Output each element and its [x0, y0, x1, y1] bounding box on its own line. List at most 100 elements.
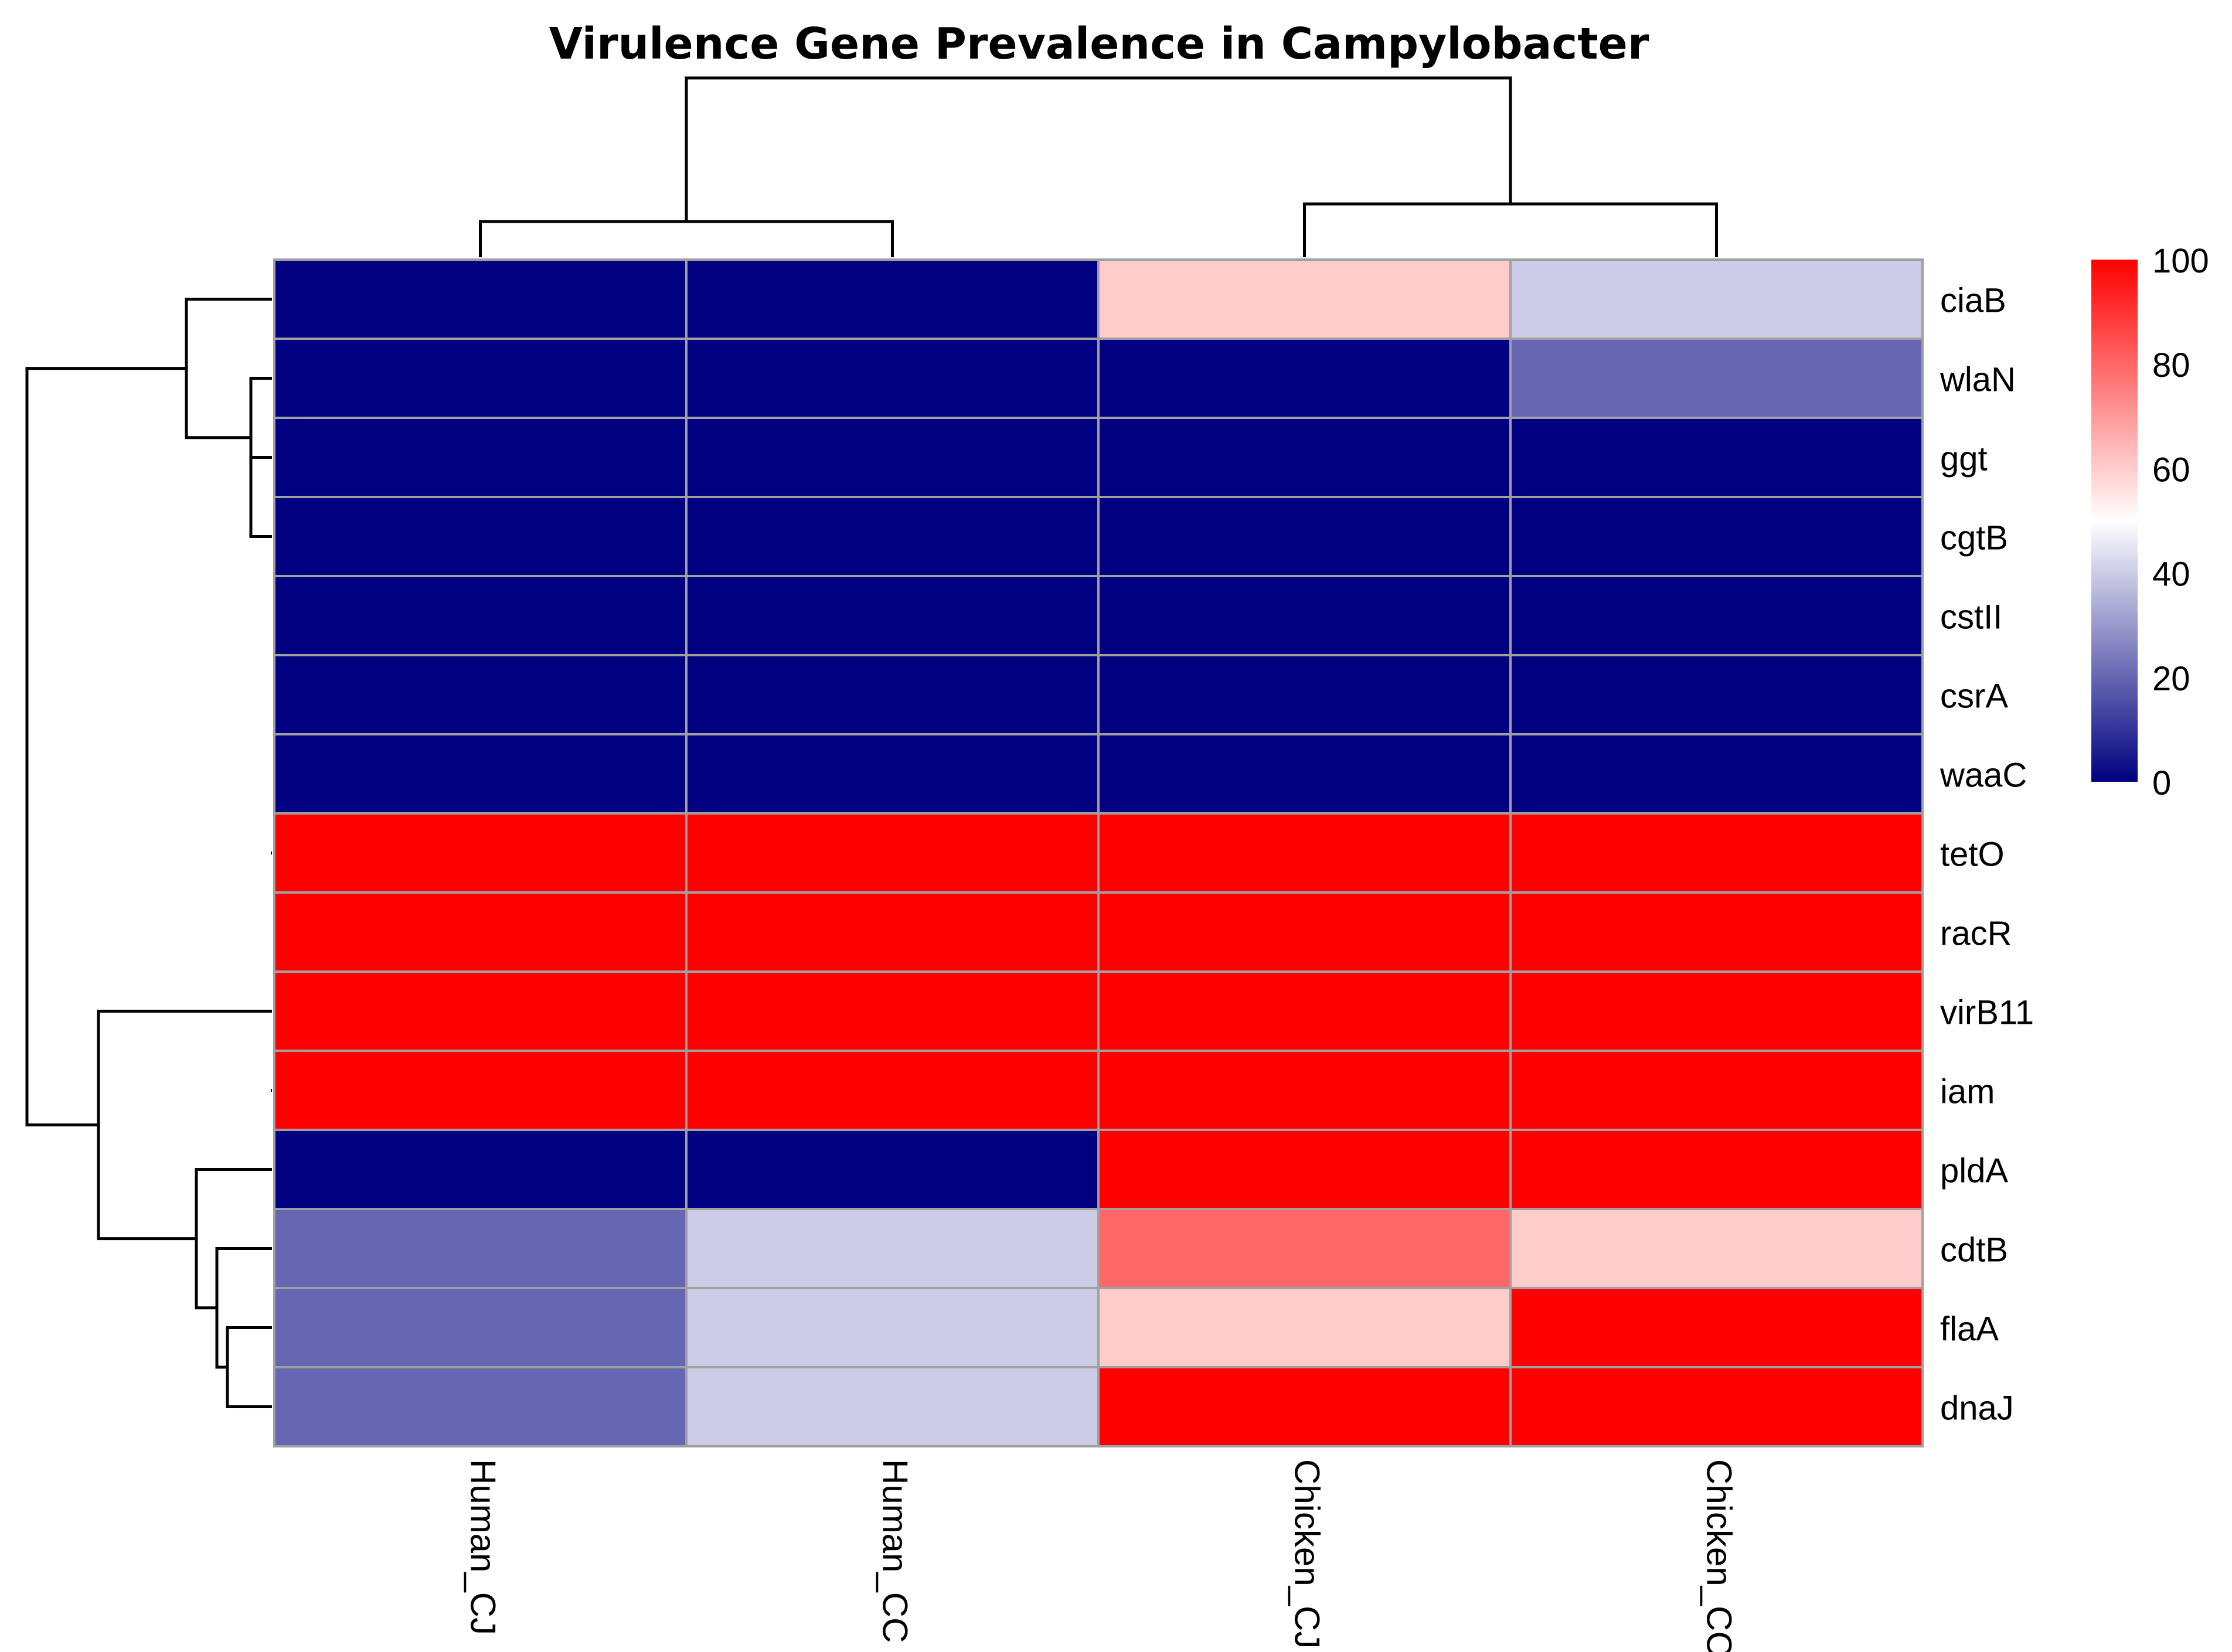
- column-labels: Human_CJ Human_CC Chicken_CJ Chicken_CC: [464, 1459, 1739, 1652]
- column-label: Human_CC: [876, 1459, 915, 1643]
- row-label: racR: [1940, 915, 2012, 953]
- heatmap-cell: [685, 1366, 1100, 1447]
- row-dendrogram-branch: [25, 367, 186, 1127]
- row-label: dnaJ: [1940, 1389, 2014, 1428]
- heatmap-cell: [1097, 338, 1512, 419]
- row-label: flaA: [1940, 1310, 1999, 1348]
- legend-tick-label: 100: [2152, 242, 2209, 280]
- heatmap-cell: [685, 1129, 1100, 1210]
- legend-tick-label: 80: [2152, 346, 2190, 384]
- heatmap-cell: [273, 258, 688, 340]
- heatmap-cell: [1509, 258, 1924, 340]
- heatmap-cell: [273, 812, 688, 894]
- heatmap-cell: [1509, 812, 1924, 894]
- row-label: wlaN: [1940, 361, 2016, 399]
- heatmap-cell: [1509, 970, 1924, 1052]
- row-labels: ciaB wlaN ggt cgtB cstII csrA waaC tetO racR virB…: [1940, 282, 2034, 1428]
- heatmap-cell: [273, 1366, 688, 1447]
- heatmap-cell: [1509, 733, 1924, 815]
- heatmap-cell: [273, 417, 688, 498]
- row-dendrogram: [25, 298, 272, 1408]
- row-dendrogram-branch: [97, 1010, 272, 1241]
- row-dendrogram-branch: [185, 298, 272, 440]
- heatmap-cell: [685, 812, 1100, 894]
- column-dendrogram-branch: [685, 76, 1512, 222]
- legend-tick-label: 40: [2152, 556, 2190, 594]
- heatmap-cell: [1509, 1208, 1924, 1289]
- heatmap-cell: [1509, 654, 1924, 735]
- color-legend: 0 20 40 60 80 100: [2091, 242, 2209, 802]
- heatmap-cell: [685, 575, 1100, 656]
- heatmap-cell: [1097, 417, 1512, 498]
- row-label: cgtB: [1940, 519, 2008, 557]
- heatmap-cell: [1509, 1366, 1924, 1447]
- heatmap-cell: [1509, 891, 1924, 973]
- heatmap-cell: [1097, 1129, 1512, 1210]
- row-label: iam: [1940, 1073, 1995, 1111]
- heatmap-cell: [1509, 338, 1924, 419]
- legend-tick-label: 20: [2152, 660, 2190, 698]
- heatmap-cell: [1097, 1050, 1512, 1131]
- heatmap-cells: [273, 258, 1924, 1447]
- row-dendrogram-branch: [251, 377, 272, 380]
- heatmap-cell: [273, 1050, 688, 1131]
- heatmap-cell: [685, 338, 1100, 419]
- row-label: waaC: [1940, 757, 2027, 795]
- heatmap-cell: [685, 258, 1100, 340]
- row-dendrogram-branch: [226, 1326, 272, 1408]
- row-label: tetO: [1940, 836, 2005, 874]
- heatmap-cell: [1097, 1287, 1512, 1368]
- heatmap-cell: [1509, 496, 1924, 577]
- row-label: ciaB: [1940, 282, 2006, 320]
- color-scale-bar: [2091, 260, 2138, 782]
- heatmap-cell: [273, 1129, 688, 1210]
- row-dendrogram-branch: [249, 456, 272, 538]
- heatmap-cell: [1097, 970, 1512, 1052]
- column-label: Chicken_CJ: [1288, 1459, 1327, 1648]
- row-label: cdtB: [1940, 1231, 2008, 1269]
- row-label: virB11: [1940, 994, 2034, 1032]
- heatmap-cell: [1509, 575, 1924, 656]
- heatmap-cell: [1097, 496, 1512, 577]
- heatmap-cell: [1097, 258, 1512, 340]
- row-label: cstII: [1940, 598, 2002, 636]
- row-dendrogram-branch: [249, 377, 272, 497]
- heatmap-cell: [1509, 1287, 1924, 1368]
- heatmap-cell: [1097, 654, 1512, 735]
- heatmap-cell: [685, 496, 1100, 577]
- heatmap-cell: [1097, 1366, 1512, 1447]
- row-dendrogram-branch: [271, 851, 272, 1092]
- legend-tick-label: 60: [2152, 451, 2190, 489]
- heatmap-cell: [685, 1208, 1100, 1289]
- heatmap-cell: [685, 733, 1100, 815]
- heatmap-cell: [273, 338, 688, 419]
- heatmap-cell: [1097, 1208, 1512, 1289]
- heatmap-cell: [1097, 733, 1512, 815]
- heatmap-cell: [1097, 891, 1512, 973]
- heatmap-cell: [1509, 1050, 1924, 1131]
- heatmap-cell: [273, 1208, 688, 1289]
- chart-title: Virulence Gene Prevalence in Campylobact…: [549, 19, 1649, 69]
- heatmap-cell: [685, 1287, 1100, 1368]
- row-dendrogram-branch: [215, 1247, 272, 1369]
- column-label: Chicken_CC: [1700, 1459, 1739, 1652]
- heatmap-cell: [273, 1287, 688, 1368]
- heatmap-cell: [1509, 1129, 1924, 1210]
- heatmap-cell: [1097, 575, 1512, 656]
- heatmap-cell: [273, 654, 688, 735]
- heatmap-cell: [273, 970, 688, 1052]
- heatmap-cell: [685, 891, 1100, 973]
- heatmap-cell: [1097, 812, 1512, 894]
- heatmap-cell: [1509, 417, 1924, 498]
- heatmap-cell: [273, 733, 688, 815]
- column-dendrogram: [479, 76, 1718, 257]
- column-label: Human_CJ: [464, 1459, 503, 1635]
- legend-tick-label: 0: [2152, 764, 2171, 802]
- row-label: ggt: [1940, 440, 1988, 478]
- heatmap-cell: [273, 575, 688, 656]
- row-label: csrA: [1940, 677, 2008, 716]
- column-dendrogram-branch: [479, 220, 894, 257]
- heatmap-cell: [685, 417, 1100, 498]
- heatmap-cell: [685, 970, 1100, 1052]
- column-dendrogram-branch: [1303, 202, 1718, 257]
